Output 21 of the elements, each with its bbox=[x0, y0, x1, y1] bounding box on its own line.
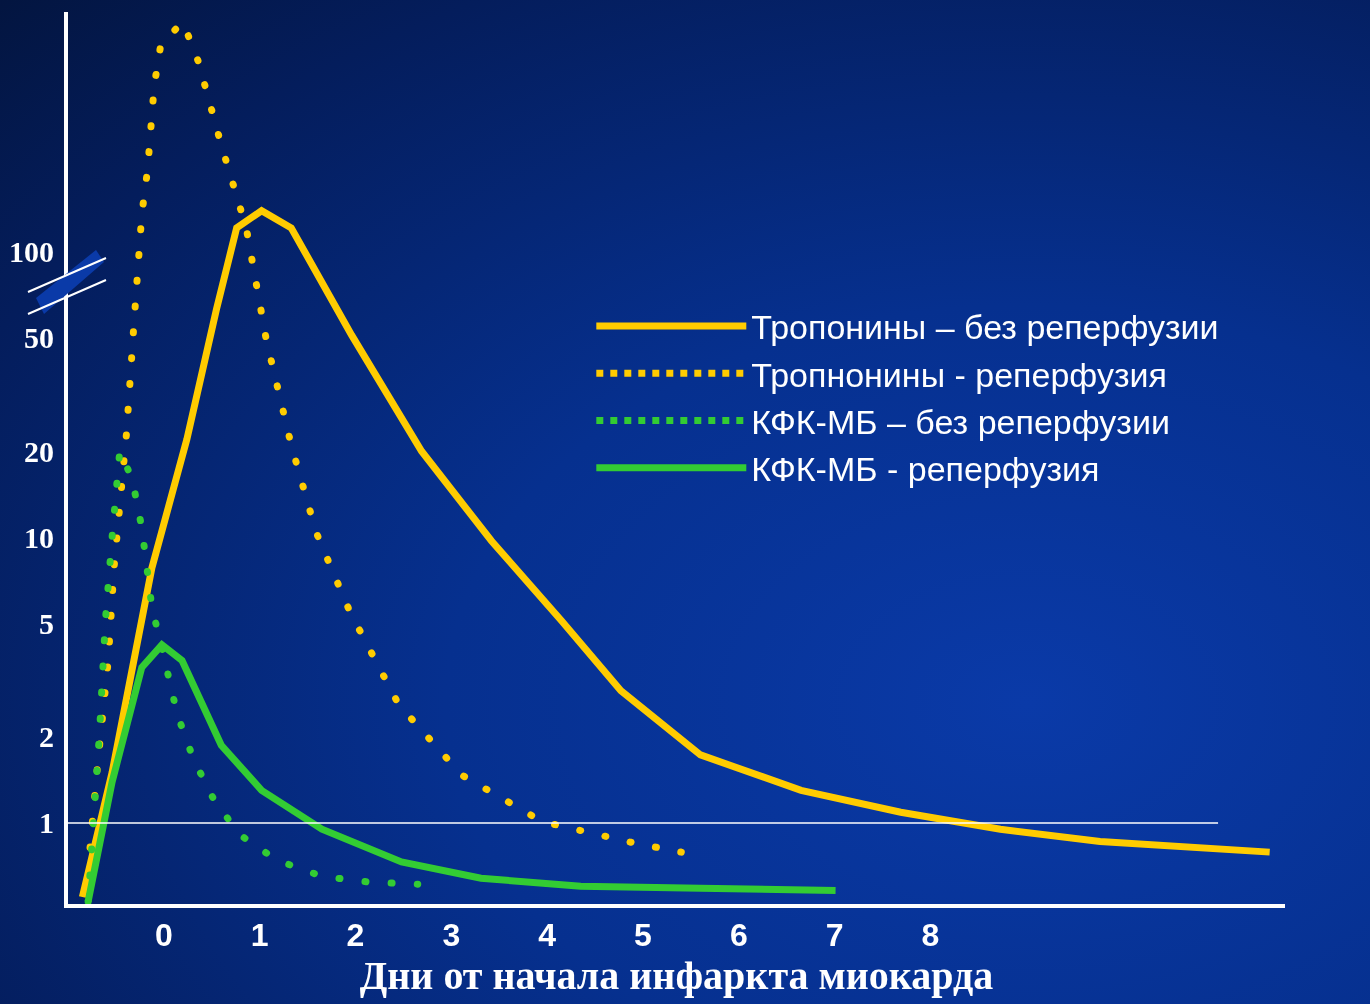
x-tick-label: 6 bbox=[729, 917, 748, 954]
x-axis-title: Дни от начала инфаркта миокарда bbox=[359, 953, 994, 999]
legend-label: КФК-МБ - реперфузия bbox=[751, 449, 1100, 488]
legend-label: Тропонины – без реперфузии bbox=[751, 308, 1219, 347]
legend-label: КФК-МБ – без реперфузии bbox=[751, 402, 1170, 441]
x-tick-label: 7 bbox=[825, 917, 844, 954]
y-tick-label: 10 bbox=[24, 520, 54, 554]
x-tick-label: 5 bbox=[634, 917, 652, 954]
y-tick-label: 100 bbox=[9, 235, 54, 269]
y-tick-label: 2 bbox=[39, 720, 54, 754]
x-tick-label: 8 bbox=[921, 917, 940, 954]
legend-label: Тропнонины - реперфузия bbox=[751, 355, 1167, 394]
x-tick-label: 4 bbox=[538, 917, 557, 954]
y-tick-label: 5 bbox=[39, 606, 54, 640]
x-tick-label: 0 bbox=[154, 917, 173, 954]
x-tick-label: 3 bbox=[442, 917, 461, 954]
x-tick-label: 2 bbox=[346, 917, 365, 954]
y-tick-label: 1 bbox=[39, 806, 54, 840]
x-tick-label: 1 bbox=[250, 917, 269, 954]
y-tick-label: 20 bbox=[24, 434, 54, 468]
y-tick-label: 50 bbox=[24, 321, 54, 355]
